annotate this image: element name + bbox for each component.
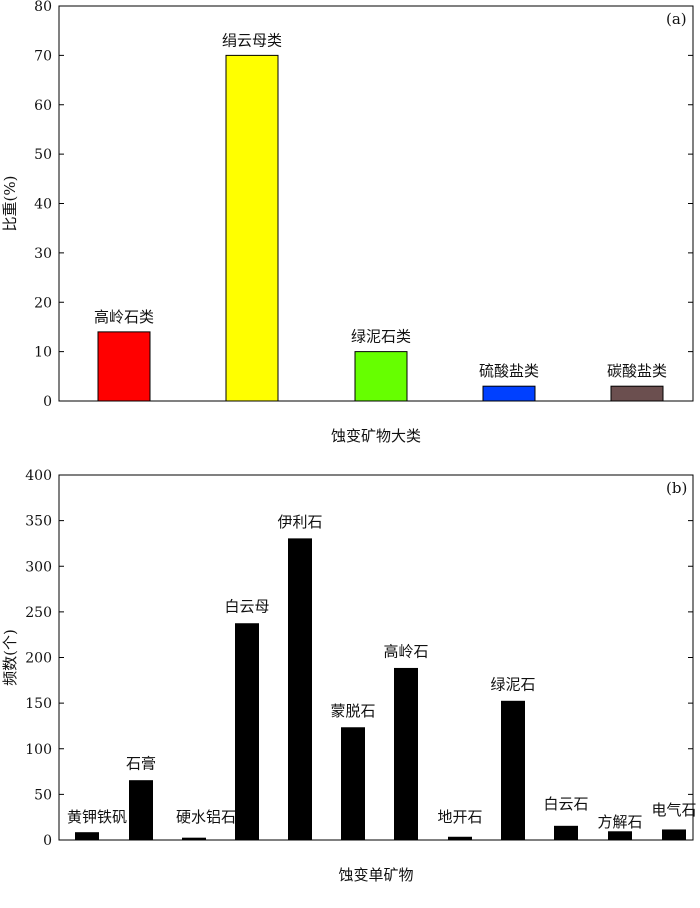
y-tick-label: 150 [25, 696, 52, 712]
y-tick-label: 50 [34, 787, 52, 803]
bar-label: 石膏 [126, 755, 156, 773]
bar-label: 地开石 [437, 808, 482, 826]
bar [235, 623, 259, 841]
bar [448, 836, 472, 841]
bar-label: 绿泥石类 [351, 328, 411, 346]
y-tick-label: 40 [34, 197, 52, 213]
y-tick-label: 50 [34, 147, 52, 163]
bar [610, 385, 664, 402]
y-axis-title: 频数(个) [1, 629, 19, 686]
y-tick-label: 0 [43, 394, 52, 410]
y-tick-label: 0 [43, 833, 52, 849]
bar [75, 832, 99, 841]
bar-label: 硫酸盐类 [479, 362, 539, 380]
bar-label: 硬水铝石 [176, 808, 236, 826]
y-tick-label: 400 [25, 468, 52, 484]
bar-label: 白云母 [224, 598, 269, 616]
bar [225, 54, 279, 402]
bar-label: 电气石 [651, 801, 696, 819]
bar-label: 高岭石类 [94, 308, 154, 326]
y-tick-label: 30 [34, 246, 52, 262]
bar [394, 667, 418, 841]
y-tick-label: 300 [25, 559, 52, 575]
y-tick-label: 200 [25, 651, 52, 667]
plot-frame-1 [58, 474, 694, 841]
bar [662, 829, 686, 841]
bar [97, 331, 151, 402]
bar [554, 825, 578, 841]
x-axis-title: 蚀变单矿物 [338, 866, 413, 884]
bar-label: 高岭石 [383, 642, 428, 660]
bar [354, 351, 408, 402]
y-tick-label: 10 [34, 345, 52, 361]
y-tick-label: 70 [34, 48, 52, 64]
bar [501, 700, 525, 841]
y-axis-title: 比重(%) [1, 176, 19, 232]
bar-label: 绢云母类 [222, 31, 282, 49]
bar-label: 黄钾铁矾 [67, 808, 127, 826]
bar [288, 538, 312, 841]
bar-label: 碳酸盐类 [607, 362, 667, 380]
bar-label: 绿泥石 [490, 675, 535, 693]
panel-label: (a) [666, 10, 687, 28]
y-tick-label: 60 [34, 98, 52, 114]
bar-label: 蒙脱石 [330, 702, 375, 720]
y-tick-label: 20 [34, 295, 52, 311]
y-tick-label: 350 [25, 514, 52, 530]
y-tick-label: 250 [25, 605, 52, 621]
bar-label: 伊利石 [277, 513, 322, 531]
x-axis-title: 蚀变矿物大类 [331, 427, 421, 445]
bar [182, 837, 206, 841]
bar [129, 780, 153, 841]
bar [341, 727, 365, 841]
y-tick-label: 100 [25, 742, 52, 758]
bar-label: 白云石 [543, 795, 588, 813]
bar [608, 831, 632, 841]
bar-label: 方解石 [597, 813, 642, 831]
bar [482, 385, 536, 402]
panel-label: (b) [666, 479, 687, 497]
y-tick-label: 80 [34, 0, 52, 15]
